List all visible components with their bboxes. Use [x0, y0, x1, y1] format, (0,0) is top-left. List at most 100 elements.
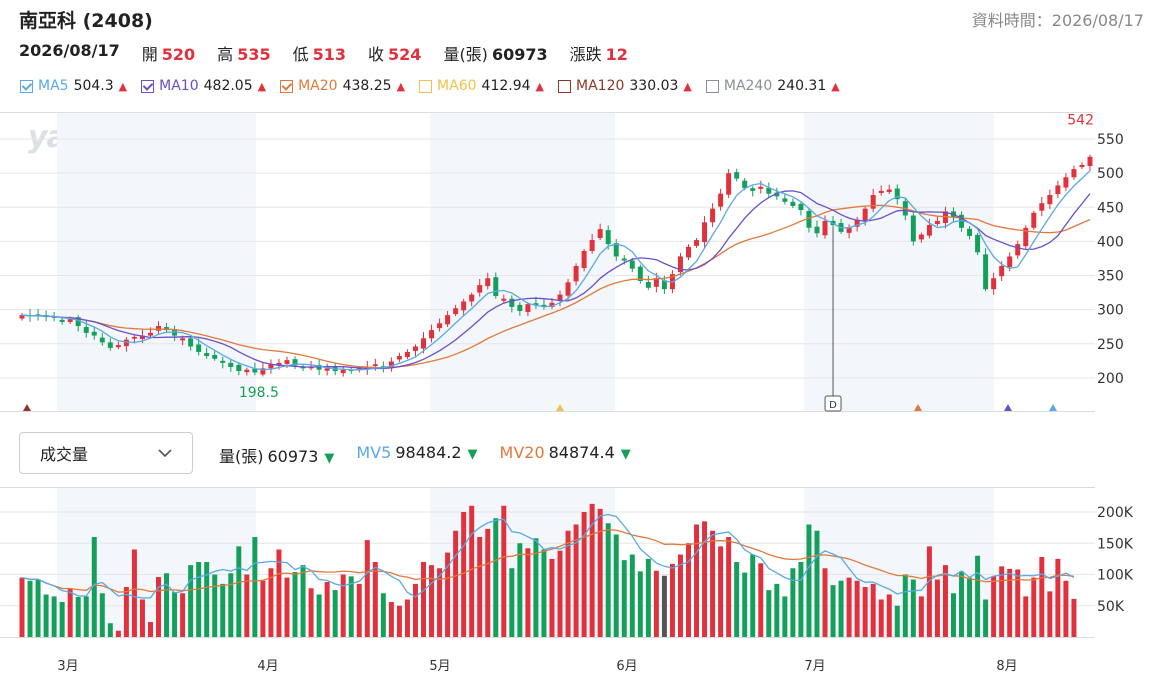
volume-bar — [766, 590, 772, 637]
candle — [557, 290, 563, 307]
candle — [967, 226, 973, 240]
volume-bar — [934, 579, 940, 637]
ma-toggle-ma240[interactable]: MA240 240.31 ▲ — [705, 78, 840, 94]
volume-bar — [806, 524, 812, 637]
candle — [541, 299, 547, 310]
triangle-up-icon: ▲ — [535, 79, 544, 93]
candle — [645, 275, 651, 290]
quote-label: 量(張) — [443, 45, 488, 64]
ma-name: MA240 — [723, 78, 773, 94]
volume-bar — [356, 583, 362, 637]
ma-value: 482.05 — [203, 78, 253, 94]
volume-bar — [292, 572, 298, 637]
candle — [918, 232, 924, 243]
price-tick-label: 500 — [1097, 166, 1124, 182]
month-band — [430, 112, 615, 412]
ma-toggle-ma120[interactable]: MA120 330.03 ▲ — [558, 78, 692, 94]
volume-legend-value: 84874.4 — [548, 443, 615, 462]
volume-bar — [645, 558, 651, 637]
candle — [268, 359, 274, 374]
volume-legend-label: MV20 — [499, 443, 545, 462]
checkbox-empty-icon[interactable] — [705, 79, 719, 93]
ma-value: 412.94 — [481, 78, 531, 94]
volume-bar — [613, 534, 619, 637]
volume-bar — [782, 596, 788, 637]
candle — [637, 264, 643, 284]
signal-triangle-icon — [1004, 404, 1012, 411]
quote-value: 513 — [312, 45, 347, 64]
volume-tick-label: 50K — [1097, 599, 1125, 615]
volume-bar — [1055, 558, 1061, 637]
checkbox-empty-icon[interactable] — [558, 79, 571, 93]
candle — [597, 223, 603, 241]
candle — [19, 313, 25, 321]
candle — [453, 304, 459, 317]
volume-bar — [669, 563, 675, 637]
volume-bar — [485, 528, 491, 637]
volume-bar — [324, 582, 330, 637]
volume-bar — [188, 565, 194, 637]
quote-item: 高 535 — [217, 41, 270, 65]
volume-bar — [437, 568, 443, 637]
volume-bar — [878, 599, 884, 637]
volume-bar — [332, 590, 338, 637]
volume-bar — [758, 563, 764, 637]
volume-bar — [123, 587, 129, 637]
candle — [975, 232, 981, 256]
quote-value: 524 — [388, 45, 422, 64]
quote-label: 開 — [141, 45, 158, 64]
ma-toggle-ma60[interactable]: MA60 412.94 ▲ — [419, 78, 544, 94]
volume-bar — [573, 524, 579, 637]
volume-bar — [284, 577, 290, 637]
candle — [1023, 225, 1029, 249]
ma-toggle-ma20[interactable]: MA20 438.25 ▲ — [280, 78, 405, 94]
candle — [469, 292, 475, 307]
candle — [1071, 165, 1077, 180]
volume-bar — [822, 568, 828, 637]
volume-bar — [581, 512, 587, 637]
checkbox-empty-icon[interactable] — [419, 79, 433, 93]
checkbox-checked-icon[interactable] — [141, 79, 155, 93]
volume-bar — [260, 580, 266, 637]
candle — [509, 295, 515, 313]
ma-legend: MA5 504.3 ▲ MA10 482.05 ▲ MA20 438.25 ▲ MA60 412.9… — [20, 78, 840, 94]
volume-bar — [204, 562, 210, 637]
dividend-marker[interactable]: D — [824, 395, 842, 412]
volume-bar — [461, 512, 467, 637]
candle — [437, 318, 443, 332]
volume-bar — [742, 572, 748, 637]
candle — [710, 203, 716, 228]
volume-bar — [67, 588, 73, 637]
candle — [1063, 173, 1069, 191]
candle — [404, 349, 410, 360]
volume-bar — [372, 562, 378, 637]
volume-chart[interactable]: 200K 150K 100K 50K — [0, 487, 1166, 639]
chevron-down-icon — [158, 448, 172, 457]
candle — [517, 302, 523, 316]
candle — [677, 253, 683, 276]
volume-bar — [870, 583, 876, 637]
candle — [766, 182, 772, 198]
signal-triangle-icon — [1049, 404, 1057, 411]
triangle-down-icon: ▼ — [467, 447, 478, 462]
checkbox-checked-icon[interactable] — [280, 79, 294, 93]
candlestick-chart[interactable]: 550 500 450 400 350 300 250 200 542 198.5 D — [0, 112, 1166, 414]
volume-bar — [1015, 569, 1021, 637]
candle — [421, 332, 426, 354]
month-label: 8月 — [996, 659, 1018, 674]
indicator-dropdown[interactable]: 成交量 — [19, 432, 193, 474]
candle — [388, 357, 394, 372]
month-axis: 3月 4月 5月 6月 7月 8月 — [0, 655, 1166, 677]
candle — [525, 302, 531, 317]
quote-item: 開 520 — [142, 41, 195, 65]
ma-toggle-ma5[interactable]: MA5 504.3 ▲ — [20, 78, 127, 94]
volume-bar — [412, 583, 418, 637]
volume-tick-label: 150K — [1097, 536, 1134, 552]
candle — [814, 220, 820, 238]
checkbox-checked-icon[interactable] — [20, 79, 33, 93]
volume-legend: 量(張) 60973 ▼ MV5 98484.2 ▼ MV20 84874.4 ▼ — [219, 443, 631, 467]
volume-bar — [19, 577, 25, 637]
marker-label: D — [829, 400, 837, 411]
ma-toggle-ma10[interactable]: MA10 482.05 ▲ — [141, 78, 266, 94]
volume-bar — [212, 574, 218, 637]
